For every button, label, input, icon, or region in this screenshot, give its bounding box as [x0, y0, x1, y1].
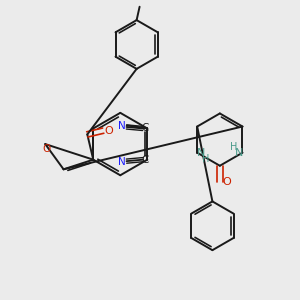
Text: O: O [222, 177, 231, 187]
Text: N: N [235, 148, 243, 158]
Text: C: C [142, 155, 149, 165]
Text: N: N [118, 157, 125, 167]
Text: O: O [105, 126, 113, 136]
Text: N: N [118, 122, 125, 131]
Text: N: N [196, 148, 205, 158]
Text: C: C [142, 123, 149, 133]
Text: H: H [202, 154, 209, 164]
Text: H: H [230, 142, 238, 152]
Text: O: O [43, 144, 51, 154]
